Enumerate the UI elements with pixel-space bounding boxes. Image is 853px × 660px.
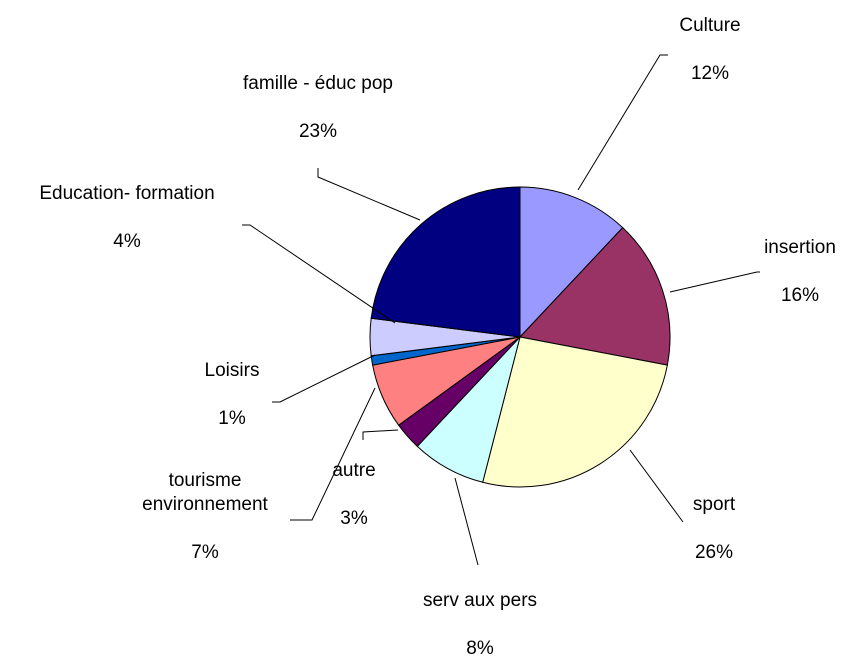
leader-line [669,271,760,293]
category-label: autre [332,460,376,481]
pie-slice [370,186,521,338]
leader-line [272,354,376,403]
slice-label: serv aux pers 8% [423,589,537,660]
slice-label: Culture 12% [679,14,740,86]
category-label: tourisme environnement [142,470,268,515]
value-label: 8% [466,638,494,659]
slice-label: autre 3% [332,459,375,531]
category-label: Education- formation [39,183,215,204]
leader-line [290,387,376,521]
slice-label: sport 26% [693,493,735,565]
value-label: 26% [694,542,734,563]
leader-line [362,429,399,440]
category-label: Culture [679,15,741,36]
leader-line [454,477,479,566]
slice-label: Loisirs 1% [205,359,260,431]
category-label: famille - éduc pop [243,73,393,94]
category-label: insertion [764,237,836,258]
category-label: sport [692,494,736,515]
value-label: 3% [340,508,368,529]
leader-line [242,224,396,324]
leader-line [317,168,421,221]
slice-label: Education- formation 4% [39,182,214,254]
value-label: 23% [298,121,338,142]
category-label: serv aux pers [422,590,538,611]
value-label: 7% [191,542,219,563]
pie-slice [519,226,671,366]
slice-label: tourisme environnement 7% [125,469,285,565]
leader-line [629,449,684,523]
pie-slice [482,336,668,488]
value-label: 12% [690,63,730,84]
slice-label: famille - éduc pop 23% [243,72,393,144]
pie-slice [519,186,624,339]
value-label: 1% [218,408,246,429]
leader-line [577,54,668,191]
category-label: Loisirs [204,360,260,381]
value-label: 4% [113,231,141,252]
slice-label: insertion 16% [764,236,836,308]
value-label: 16% [780,285,820,306]
